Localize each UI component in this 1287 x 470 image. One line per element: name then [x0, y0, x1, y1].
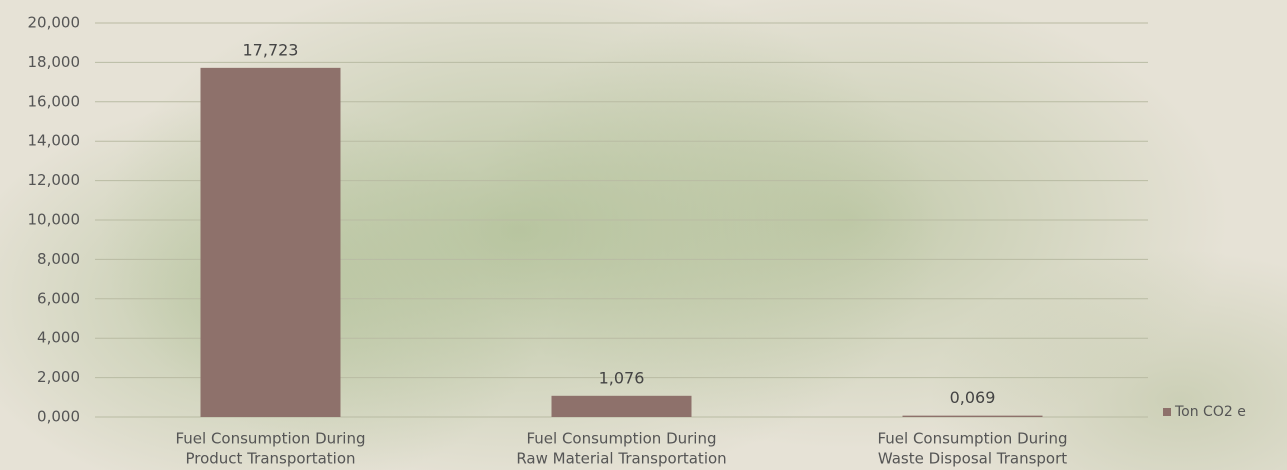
- x-tick-label: Product Transportation: [185, 450, 355, 468]
- y-tick-label: 6,000: [37, 289, 80, 307]
- y-tick-label: 14,000: [28, 132, 81, 150]
- x-tick-label: Raw Material Transportation: [516, 450, 726, 468]
- x-tick-label: Fuel Consumption During: [526, 430, 716, 448]
- value-label: 0,069: [950, 388, 996, 407]
- value-label: 17,723: [243, 40, 299, 59]
- y-tick-label: 10,000: [28, 211, 81, 229]
- page: 0,000 2,000 4,000 6,000 8,000 10,000 12,000 14,…: [0, 0, 1287, 470]
- bar: [552, 396, 692, 417]
- legend-label: Ton CO2 e: [1174, 404, 1246, 420]
- value-label: 1,076: [599, 368, 645, 387]
- x-tick-label: Waste Disposal Transport: [878, 450, 1067, 468]
- bar: [201, 68, 341, 417]
- y-tick-label: 16,000: [28, 92, 81, 110]
- bar: [903, 416, 1043, 417]
- y-tick-label: 4,000: [37, 329, 80, 347]
- x-tick-label: Fuel Consumption During: [175, 430, 365, 448]
- legend-swatch: [1163, 408, 1171, 416]
- y-tick-label: 0,000: [37, 408, 80, 426]
- y-tick-label: 2,000: [37, 368, 80, 386]
- chart: 0,000 2,000 4,000 6,000 8,000 10,000 12,000 14,…: [0, 0, 1287, 470]
- y-tick-label: 18,000: [28, 53, 81, 71]
- x-tick-label: Fuel Consumption During: [877, 430, 1067, 448]
- y-tick-label: 8,000: [37, 250, 80, 268]
- y-tick-label: 20,000: [28, 14, 81, 32]
- y-tick-label: 12,000: [28, 171, 81, 189]
